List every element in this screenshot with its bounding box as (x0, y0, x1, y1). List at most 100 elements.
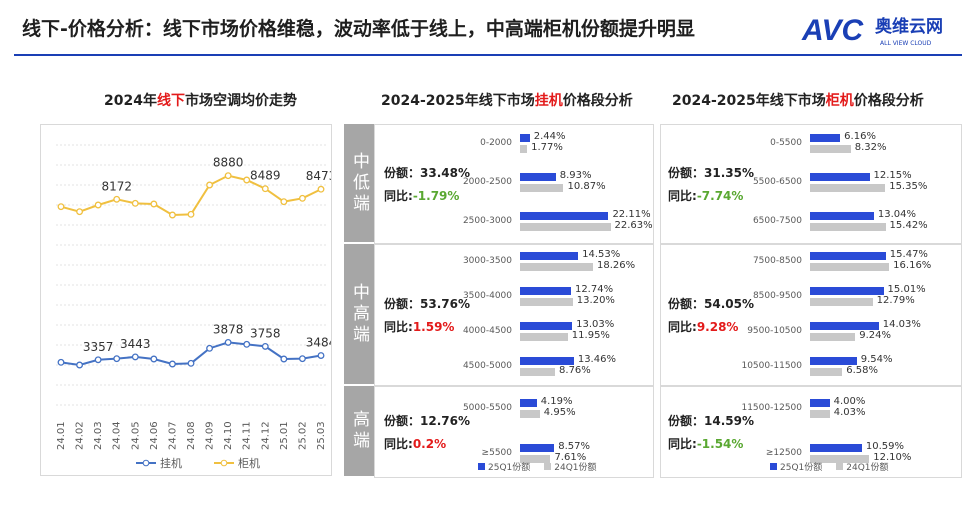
series-point-0 (280, 355, 288, 363)
bar-24q1 (810, 454, 870, 463)
bar-24q1 (520, 454, 551, 463)
bar-25q1 (520, 286, 571, 295)
bar-25q1 (520, 251, 579, 260)
avc-logo: AVC 奥维云网 ALL VIEW CLOUD (800, 10, 970, 50)
bar-24q1-label: 9.24% (859, 329, 892, 341)
bar-25q1-label: 13.03% (576, 318, 615, 330)
series-point-1 (261, 185, 269, 193)
bar-25q1 (810, 443, 862, 452)
line-chart-panel: 3357 3443 3878 3758 3484 8172 8880 8489 8473 24.0… (40, 124, 336, 476)
bar-24q1 (520, 144, 528, 153)
series-point-0 (76, 361, 84, 369)
price-range-label: 7500-8500 (752, 255, 802, 266)
data-label: 8172 (101, 179, 132, 193)
data-label: 3443 (120, 337, 151, 351)
segment-box (374, 244, 654, 386)
bar-24q1 (810, 297, 873, 306)
segment-yoy: 同比:0.2% (384, 437, 447, 451)
price-range-label: 2500-3000 (462, 216, 512, 227)
series-point-0 (206, 344, 214, 352)
x-tick-label: 24.08 (186, 421, 197, 450)
bar-25q1-label: 14.03% (882, 318, 921, 330)
series-point-1 (298, 194, 306, 202)
series-point-1 (76, 208, 84, 216)
series-point-0 (168, 360, 176, 368)
series-point-0 (261, 342, 269, 350)
legend-marker (220, 459, 228, 467)
segment-yoy: 同比:9.28% (668, 320, 739, 334)
bar-24q1 (810, 223, 886, 232)
bar-24q1 (810, 184, 886, 192)
line-chart: 3357 3443 3878 3758 3484 8172 8880 8489 8473 24.0… (56, 144, 336, 470)
data-label: 3878 (213, 322, 244, 336)
bar-24q1 (520, 409, 540, 418)
bar-25q1 (810, 133, 841, 142)
series-point-1 (94, 201, 102, 209)
bar-25q1-label: 15.01% (887, 283, 926, 295)
bar-24q1-label: 22.63% (614, 220, 653, 232)
x-tick-label: 24.01 (56, 421, 67, 450)
segment-yoy: 同比:-1.54% (668, 437, 744, 451)
legend-24q1: 24Q1份额 (544, 460, 597, 473)
segment-share: 份额：14.59% (668, 414, 754, 428)
series-point-1 (317, 185, 325, 193)
bar-25q1-label: 22.11% (612, 209, 651, 221)
segment-yoy: 同比:1.59% (384, 320, 455, 334)
series-point-0 (317, 352, 325, 359)
data-label: 3484 (306, 336, 331, 350)
series-point-1 (131, 199, 139, 207)
gj-chart-title: 2024-2025年线下市场挂机价格段分析 (381, 93, 633, 109)
x-tick-label: 24.03 (93, 421, 104, 450)
price-range-label: ≥12500 (765, 447, 802, 458)
series-point-0 (243, 340, 251, 348)
series-point-0 (187, 359, 195, 367)
price-range-label: 5500-6500 (752, 177, 802, 187)
bar-25q1-label: 4.00% (833, 395, 866, 407)
legend-25q1: 25Q1份额 (770, 460, 822, 473)
bar-24q1 (520, 367, 556, 376)
bar-24q1-label: 15.42% (889, 220, 928, 232)
bar-24q1-label: 11.95% (571, 329, 610, 341)
series-point-1 (280, 198, 288, 206)
bar-25q1-label: 4.19% (540, 395, 573, 407)
bar-25q1-label: 14.53% (582, 248, 621, 260)
data-label: 3758 (250, 326, 281, 340)
bar-24q1 (520, 223, 611, 232)
bar-25q1 (520, 356, 574, 365)
series-point-0 (224, 338, 232, 346)
bar-25q1-label: 9.54% (860, 353, 893, 365)
price-range-label: 3000-3500 (462, 255, 512, 266)
x-tick-label: 25.03 (316, 421, 327, 450)
price-range-label: 0-5500 (770, 137, 802, 148)
segment-share: 份额：33.48% (384, 166, 470, 180)
segment-box (374, 386, 654, 478)
bar-24q1-label: 7.61% (554, 451, 587, 463)
price-range-label: 0-2000 (480, 137, 512, 148)
series-point-1 (243, 176, 251, 184)
bar-24q1 (810, 262, 890, 271)
data-label: 8880 (213, 156, 244, 170)
price-range-label: 3500-4000 (462, 290, 512, 301)
data-label: 3357 (83, 340, 114, 354)
price-range-label: 4000-4500 (462, 325, 512, 336)
bar-25q1-label: 8.93% (559, 170, 592, 181)
x-tick-label: 24.10 (223, 421, 234, 450)
series-point-1 (224, 172, 232, 180)
bar-24q1 (810, 332, 856, 341)
segment-side-label: 高端 (344, 386, 374, 476)
bar-24q1-label: 10.87% (567, 181, 606, 192)
bar-25q1-label: 12.74% (574, 283, 614, 295)
bar-25q1-label: 13.04% (877, 209, 917, 221)
bar-24q1-label: 8.32% (854, 141, 887, 153)
series-point-0 (150, 355, 158, 363)
bar-24q1 (810, 409, 830, 418)
series-point-1 (168, 211, 176, 219)
bar-24q1 (810, 367, 843, 376)
bar-24q1-label: 18.26% (597, 259, 636, 271)
series-point-1 (150, 200, 158, 208)
bar-24q1-label: 1.77% (531, 141, 563, 153)
logo-cn: 奥维云网 (875, 16, 943, 37)
segment-share: 份额：54.05% (668, 297, 754, 311)
bar-25q1 (810, 398, 830, 407)
line-chart-title: 2024年线下市场空调均价走势 (104, 93, 297, 109)
